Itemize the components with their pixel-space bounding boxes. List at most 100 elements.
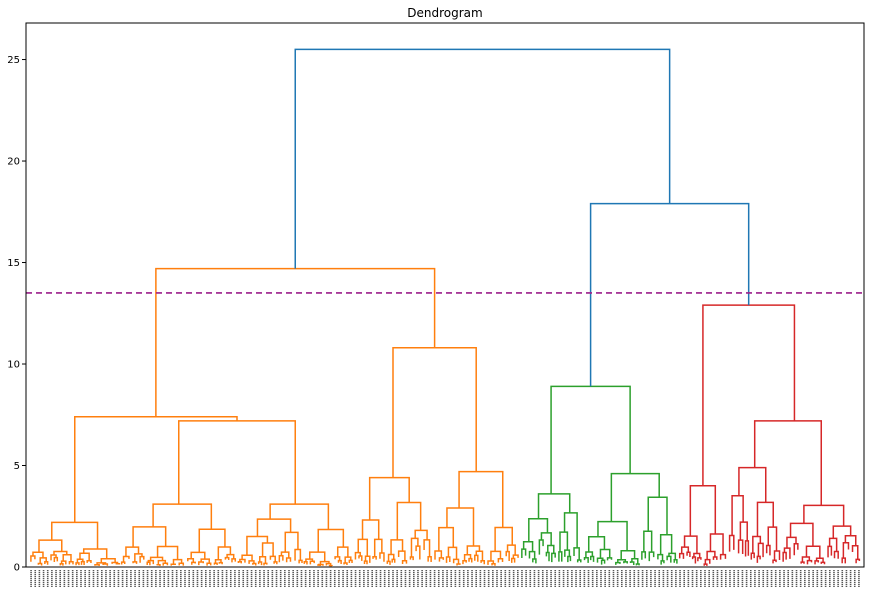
dendrogram-link xyxy=(789,522,814,547)
dendrogram-link xyxy=(191,561,196,565)
y-tick-label: 10 xyxy=(7,360,20,371)
dendrogram-link xyxy=(765,544,771,556)
dendrogram-link xyxy=(231,558,237,563)
dendrogram-link xyxy=(706,550,716,560)
dendrogram-link xyxy=(703,563,708,566)
dendrogram-link xyxy=(392,347,477,478)
dendrogram-link xyxy=(528,550,536,560)
dendrogram-link xyxy=(178,420,296,505)
dendrogram-link xyxy=(606,557,613,561)
dendrogram-link xyxy=(801,556,811,563)
dendrogram-link xyxy=(709,533,724,555)
dendrogram-link xyxy=(712,556,718,560)
dendrogram-link xyxy=(198,561,205,566)
dendrogram-link xyxy=(214,558,222,564)
dendrogram-link xyxy=(497,557,504,563)
dendrogram-link xyxy=(506,544,516,556)
dendrogram-link xyxy=(623,561,628,564)
dendrogram-link xyxy=(269,555,276,562)
dendrogram-link xyxy=(596,557,604,563)
dendrogram-link xyxy=(79,552,90,561)
dendrogram-link xyxy=(273,561,278,565)
dendrogram-link xyxy=(567,555,572,563)
dendrogram-link xyxy=(397,550,406,561)
dendrogram-link xyxy=(686,551,691,558)
dendrogram-link xyxy=(545,551,550,562)
dendrogram-link xyxy=(319,560,330,565)
dendrogram-link xyxy=(246,535,269,556)
dendrogram-link xyxy=(719,553,727,560)
dendrogram-link xyxy=(438,557,445,562)
dendrogram-link xyxy=(434,550,443,560)
dendrogram-link xyxy=(86,559,92,563)
dendrogram-link xyxy=(631,558,639,564)
dendrogram-link xyxy=(844,534,857,546)
dendrogram-link xyxy=(820,561,826,565)
dendrogram-link xyxy=(610,472,660,522)
dendrogram-link xyxy=(100,558,116,563)
dendrogram-link xyxy=(409,556,414,561)
dendrogram-link xyxy=(528,517,549,542)
dendrogram-link xyxy=(773,550,781,561)
dendrogram-link xyxy=(750,552,755,560)
dendrogram-link xyxy=(50,554,57,561)
dendrogram-link xyxy=(680,546,690,554)
dendrogram-link xyxy=(53,556,59,562)
dendrogram-link xyxy=(348,559,353,564)
dendrogram-link xyxy=(641,551,647,560)
dendrogram-link xyxy=(521,548,527,558)
dendrogram-link xyxy=(828,537,838,552)
dendrogram-link xyxy=(146,561,151,566)
dendrogram-link xyxy=(336,546,349,558)
dendrogram-link xyxy=(599,548,611,559)
dendrogram-link xyxy=(30,555,36,562)
dendrogram-link xyxy=(756,555,761,563)
dendrogram-link xyxy=(739,521,748,541)
dendrogram-link xyxy=(60,560,67,565)
dendrogram-link xyxy=(410,537,419,557)
dendrogram-link xyxy=(558,551,563,562)
dendrogram-link xyxy=(39,557,47,564)
dendrogram-link xyxy=(643,530,653,553)
dendrogram-link xyxy=(285,557,292,563)
dendrogram-link xyxy=(284,531,299,553)
dendrogram-link xyxy=(317,528,345,553)
dendrogram-link xyxy=(303,560,308,565)
dendrogram-link xyxy=(494,526,514,552)
dendrogram-link xyxy=(657,553,664,561)
dendrogram-link xyxy=(617,559,627,563)
dendrogram-link xyxy=(597,520,628,551)
dendrogram-link xyxy=(373,538,383,557)
dendrogram-link xyxy=(589,555,595,562)
dendrogram-link xyxy=(563,512,578,548)
dendrogram-link xyxy=(44,561,49,565)
dendrogram-tree xyxy=(26,48,864,567)
dendrogram-link xyxy=(237,560,242,564)
dendrogram-link xyxy=(372,555,377,560)
dendrogram-link xyxy=(693,552,701,558)
dendrogram-link xyxy=(475,550,484,561)
dendrogram-link xyxy=(814,560,820,565)
dendrogram-link xyxy=(793,542,799,556)
dendrogram-link xyxy=(805,545,821,559)
dendrogram-link xyxy=(80,560,85,566)
dendrogram-link xyxy=(132,561,138,564)
dendrogram-link xyxy=(344,556,352,563)
dendrogram-link xyxy=(298,559,303,564)
dendrogram-link xyxy=(294,48,671,269)
dendrogram-link xyxy=(635,563,640,566)
dendrogram-link xyxy=(731,494,744,536)
dendrogram-link xyxy=(200,558,210,564)
dendrogram-link xyxy=(309,560,315,565)
dendrogram-link xyxy=(59,563,64,566)
dendrogram-link xyxy=(122,555,130,563)
dendrogram-link xyxy=(737,539,744,555)
dendrogram-link xyxy=(396,501,422,540)
dendrogram-link xyxy=(357,538,369,557)
dendrogram-link xyxy=(390,539,404,555)
dendrogram-link xyxy=(248,560,255,564)
dendrogram-link xyxy=(522,541,534,552)
dendrogram-link xyxy=(474,554,479,562)
dendrogram-link xyxy=(510,557,516,563)
